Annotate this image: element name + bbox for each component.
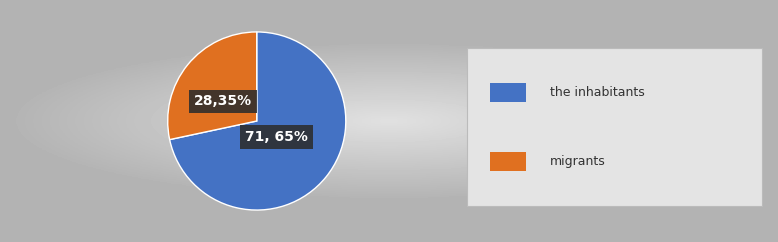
Wedge shape	[170, 32, 345, 210]
Text: migrants: migrants	[549, 155, 605, 168]
FancyBboxPatch shape	[490, 83, 526, 102]
Wedge shape	[168, 32, 257, 140]
Text: the inhabitants: the inhabitants	[549, 86, 644, 99]
Text: 71, 65%: 71, 65%	[245, 130, 308, 144]
Text: 28,35%: 28,35%	[194, 94, 252, 108]
FancyBboxPatch shape	[490, 152, 526, 171]
